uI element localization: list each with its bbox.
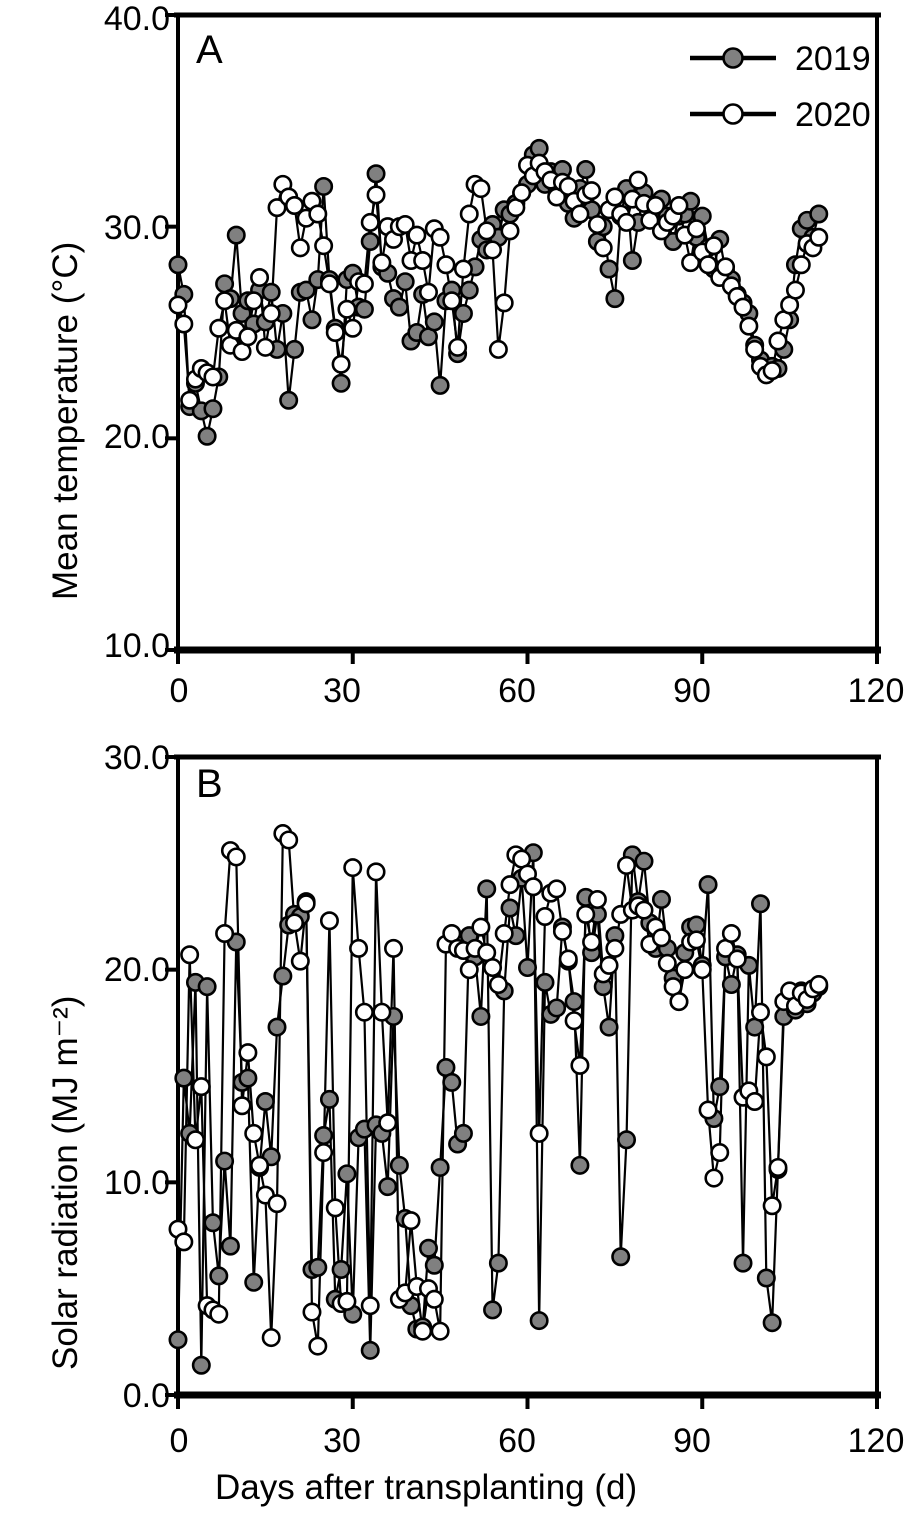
panel-a-y-tick-20: 20.0 bbox=[103, 418, 170, 456]
panel-a: Mean temperature (°C) 40.0 30.0 20.0 10.… bbox=[0, 0, 910, 710]
legend: 2019 2020 bbox=[690, 40, 871, 134]
panel-a-x-tick-60: 60 bbox=[498, 672, 536, 710]
panel-a-plot: 2019 2020 bbox=[165, 12, 881, 664]
panel-b-x-tick-0: 0 bbox=[169, 1422, 189, 1460]
panel-b-x-tick-120: 120 bbox=[847, 1422, 905, 1460]
x-axis-title: Days after transplanting (d) bbox=[215, 1468, 638, 1507]
panel-b-y-tick-30: 30.0 bbox=[103, 739, 170, 777]
panel-b-x-tick-30: 30 bbox=[323, 1422, 361, 1460]
panel-b-y-tick-10: 10.0 bbox=[103, 1164, 170, 1202]
panel-a-y-tick-30: 30.0 bbox=[103, 209, 170, 247]
panel-a-x-tick-30: 30 bbox=[323, 672, 361, 710]
panel-b-y-tick-20: 20.0 bbox=[103, 951, 170, 989]
panel-b-x-tick-60: 60 bbox=[498, 1422, 536, 1460]
panel-a-x-tick-120: 120 bbox=[847, 672, 905, 710]
legend-label-2020: 2020 bbox=[795, 96, 871, 134]
panel-a-y-tick-40: 40.0 bbox=[103, 0, 170, 38]
legend-label-2019: 2019 bbox=[795, 40, 871, 78]
panel-a-y-tick-10: 10.0 bbox=[103, 627, 170, 665]
panel-b-letter: B bbox=[196, 762, 223, 806]
panel-b-y-tick-0: 0.0 bbox=[122, 1377, 170, 1415]
panel-b-plot bbox=[165, 754, 881, 1409]
panel-b-x-tick-90: 90 bbox=[673, 1422, 711, 1460]
panel-a-letter: A bbox=[196, 28, 223, 72]
panel-a-x-tick-90: 90 bbox=[673, 672, 711, 710]
panel-a-x-tick-0: 0 bbox=[169, 672, 189, 710]
panel-b: Solar radiation (MJ m⁻²) 30.0 20.0 10.0 … bbox=[0, 730, 910, 1520]
